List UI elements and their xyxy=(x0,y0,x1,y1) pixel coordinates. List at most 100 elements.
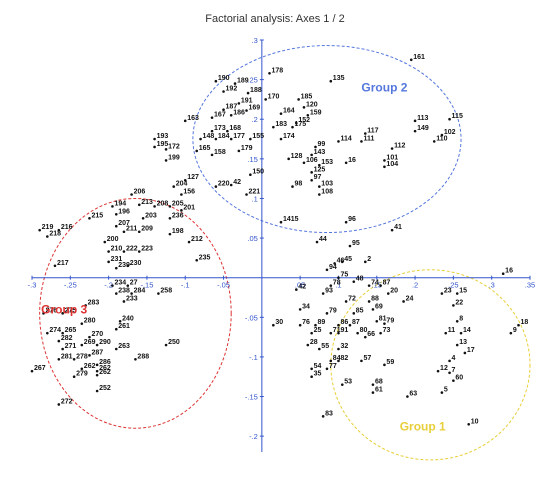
point-label: 267 xyxy=(34,365,46,372)
point-label: 135 xyxy=(333,75,345,82)
point-label: 143 xyxy=(314,149,326,156)
data-point xyxy=(383,363,386,367)
data-point xyxy=(413,129,417,133)
point-label: 155 xyxy=(252,133,264,140)
point-label: 233 xyxy=(126,295,138,302)
data-point xyxy=(264,98,267,101)
data-point xyxy=(226,129,229,133)
data-point xyxy=(302,106,306,109)
data-point xyxy=(337,359,340,363)
group-ellipses xyxy=(39,45,531,461)
point-label: 10 xyxy=(471,418,479,425)
point-label: 69 xyxy=(375,303,383,310)
data-point xyxy=(172,185,176,188)
point-label: 66 xyxy=(367,331,375,338)
point-label: 112 xyxy=(394,143,405,150)
point-label: 82 xyxy=(340,355,348,362)
data-point xyxy=(118,319,122,323)
point-label: 44 xyxy=(319,236,327,243)
data-point xyxy=(183,178,187,182)
data-point xyxy=(199,137,202,141)
data-point xyxy=(360,140,363,143)
point-label: 71 xyxy=(333,327,341,334)
point-label: 111 xyxy=(363,135,374,142)
group-label: Group 3 xyxy=(41,302,87,316)
point-label: 16 xyxy=(505,268,513,275)
point-label: 156 xyxy=(183,189,195,196)
point-label: 179 xyxy=(241,145,253,152)
point-label: 204 xyxy=(176,181,188,188)
data-point xyxy=(448,117,451,121)
point-label: 91 xyxy=(340,327,348,334)
data-point xyxy=(229,183,233,187)
point-label: 199 xyxy=(168,154,180,161)
point-label: 18 xyxy=(521,319,529,326)
point-label: 15 xyxy=(459,288,467,295)
data-point xyxy=(406,395,409,398)
data-point xyxy=(88,216,91,220)
point-label: 217 xyxy=(57,260,69,267)
point-label: 94 xyxy=(329,264,337,271)
data-point xyxy=(390,147,394,150)
point-label: 83 xyxy=(325,410,333,417)
data-point xyxy=(249,137,252,141)
point-label: 148 xyxy=(203,133,215,140)
data-point xyxy=(84,304,87,307)
point-label: 114 xyxy=(340,135,351,142)
group-labels: Group 2 Group 3 Group 1 xyxy=(41,81,446,434)
data-point xyxy=(325,367,329,371)
data-point xyxy=(246,91,250,95)
point-label: 196 xyxy=(118,208,130,215)
data-point xyxy=(367,300,371,303)
point-label: 128 xyxy=(291,153,303,160)
point-label: 212 xyxy=(191,236,203,243)
data-point xyxy=(80,367,84,371)
point-label: 200 xyxy=(107,236,119,243)
point-label: 183 xyxy=(275,121,287,128)
data-point xyxy=(352,312,356,315)
data-point xyxy=(344,161,348,165)
point-label: 218 xyxy=(49,230,61,237)
data-point xyxy=(329,79,333,83)
point-label: 115 xyxy=(452,113,463,120)
data-point xyxy=(272,323,275,327)
point-label: 1415 xyxy=(283,216,299,223)
y-tick-label: -.2 xyxy=(249,432,258,441)
data-point xyxy=(114,224,118,228)
point-label: 42 xyxy=(298,284,306,291)
data-point xyxy=(287,157,290,161)
data-point xyxy=(298,308,302,311)
point-label: 261 xyxy=(118,323,130,330)
data-point xyxy=(371,383,375,386)
data-point xyxy=(455,319,459,323)
data-point xyxy=(329,359,333,363)
data-point xyxy=(356,331,359,335)
data-point xyxy=(126,264,130,268)
data-point xyxy=(180,193,183,196)
point-label: 96 xyxy=(348,216,356,223)
point-label: 280 xyxy=(84,318,96,325)
data-point xyxy=(379,331,382,335)
data-point xyxy=(375,319,379,323)
data-point xyxy=(333,262,336,265)
point-label: 63 xyxy=(409,391,417,398)
point-label: 11 xyxy=(448,327,456,334)
x-tick-label: .25 xyxy=(448,281,458,290)
point-label: 236 xyxy=(172,212,184,219)
point-label: 158 xyxy=(214,149,226,156)
data-point xyxy=(402,300,405,303)
data-point xyxy=(111,205,114,208)
point-label: 23 xyxy=(444,288,452,295)
data-point xyxy=(229,137,233,141)
point-label: 220 xyxy=(218,181,230,188)
point-label: 72 xyxy=(348,295,356,302)
data-point xyxy=(30,369,34,373)
point-label: 269 xyxy=(84,339,96,346)
data-point xyxy=(157,292,160,295)
data-point xyxy=(229,113,233,117)
data-point xyxy=(348,323,352,327)
data-point xyxy=(214,79,218,83)
y-tick-label: -.15 xyxy=(245,393,258,402)
data-point xyxy=(310,178,313,182)
data-point xyxy=(413,119,417,123)
